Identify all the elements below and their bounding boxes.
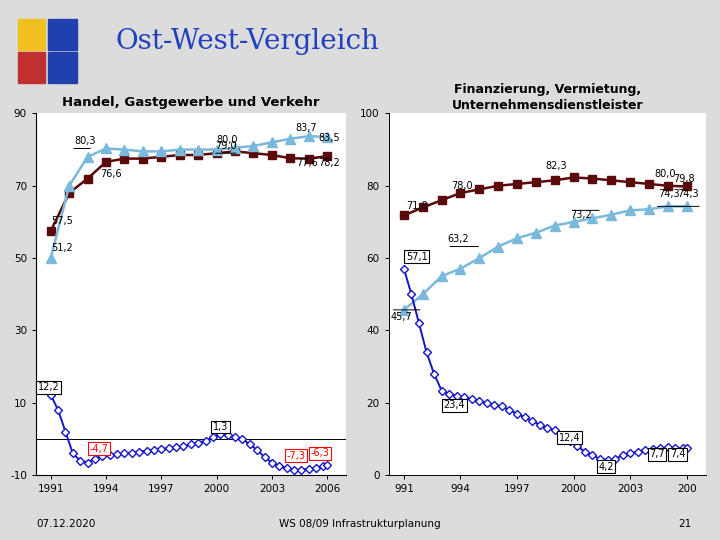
Text: -6,3: -6,3 bbox=[310, 448, 330, 458]
Text: 83,7: 83,7 bbox=[296, 124, 318, 133]
Text: 07.12.2020: 07.12.2020 bbox=[36, 519, 95, 529]
Bar bbox=[48, 52, 76, 83]
Text: 23,4: 23,4 bbox=[444, 400, 465, 410]
Text: 79,0: 79,0 bbox=[215, 141, 236, 151]
Bar bbox=[48, 19, 76, 50]
Text: -4,7: -4,7 bbox=[89, 444, 109, 454]
Bar bbox=[17, 19, 45, 50]
Text: 80,0: 80,0 bbox=[217, 135, 238, 145]
Text: 63,2: 63,2 bbox=[447, 234, 469, 244]
Text: 7,4: 7,4 bbox=[670, 449, 685, 459]
Text: 21: 21 bbox=[678, 519, 691, 529]
Text: 83,5: 83,5 bbox=[318, 132, 340, 143]
Text: 7,7: 7,7 bbox=[649, 449, 665, 459]
Text: 73,2: 73,2 bbox=[570, 210, 592, 220]
Text: 80,3: 80,3 bbox=[75, 136, 96, 146]
Text: 82,3: 82,3 bbox=[545, 161, 567, 172]
Text: WS 08/09 Infrastrukturplanung: WS 08/09 Infrastrukturplanung bbox=[279, 519, 441, 529]
Text: 4,2: 4,2 bbox=[598, 462, 613, 472]
Title: Finanzierung, Vermietung,
Unternehmensdienstleister: Finanzierung, Vermietung, Unternehmensdi… bbox=[451, 83, 643, 112]
Text: 57,5: 57,5 bbox=[50, 216, 73, 226]
Text: 51,2: 51,2 bbox=[50, 243, 73, 253]
Text: 76,6: 76,6 bbox=[101, 168, 122, 179]
Text: 78,0: 78,0 bbox=[451, 181, 472, 191]
Bar bbox=[17, 52, 45, 83]
Text: 12,2: 12,2 bbox=[38, 382, 60, 392]
Text: 78,2: 78,2 bbox=[318, 158, 340, 168]
Text: 79,8: 79,8 bbox=[673, 174, 696, 184]
Text: Ost-West-Vergleich: Ost-West-Vergleich bbox=[115, 28, 379, 55]
Title: Handel, Gastgewerbe und Verkehr: Handel, Gastgewerbe und Verkehr bbox=[62, 97, 320, 110]
Text: 71,8: 71,8 bbox=[406, 201, 428, 211]
Text: 80,0: 80,0 bbox=[654, 168, 676, 179]
Text: 74,3: 74,3 bbox=[678, 188, 699, 199]
Text: 45,7: 45,7 bbox=[391, 312, 413, 322]
Text: 12,4: 12,4 bbox=[559, 433, 580, 443]
Text: 1,3: 1,3 bbox=[213, 422, 228, 432]
Text: -7,3: -7,3 bbox=[287, 451, 305, 461]
Text: 74,3: 74,3 bbox=[659, 188, 680, 199]
Text: 57,1: 57,1 bbox=[406, 252, 428, 262]
Text: 77,6: 77,6 bbox=[296, 158, 318, 168]
